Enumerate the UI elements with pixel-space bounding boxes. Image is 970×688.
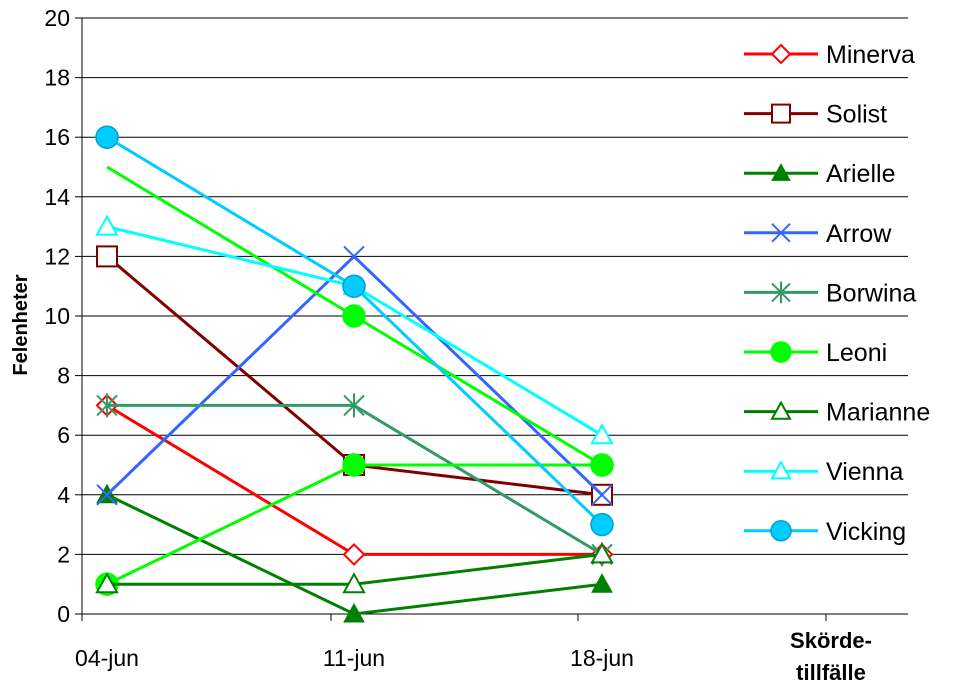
gridlines [82, 17, 908, 615]
legend-marker [770, 43, 792, 65]
x-tick-label: 04-jun [75, 645, 139, 671]
legend-label: Minerva [826, 41, 915, 69]
legend-item-arielle: Arielle [744, 160, 895, 188]
x-tick-label: 11-jun [323, 645, 385, 671]
x-axis-extra-label-line-1: Skörde- [790, 628, 872, 653]
y-tick-label: 20 [44, 5, 70, 31]
y-tick-label: 10 [44, 303, 70, 329]
axes [75, 17, 908, 621]
data-point [95, 125, 119, 149]
y-tick-label: 8 [57, 363, 70, 389]
legend-marker [770, 400, 792, 420]
x-tick-labels: 04-jun 11-jun 18-jun [75, 645, 634, 671]
data-point [95, 572, 119, 594]
data-point [95, 214, 119, 236]
data-point [590, 453, 614, 477]
data-point [590, 423, 614, 445]
legend-label: Arrow [826, 220, 892, 248]
legend-item-minerva: Minerva [744, 41, 915, 69]
x-axis-extra-label-line-2: tillfälle [796, 660, 866, 685]
data-point [342, 453, 366, 477]
legend-item-borwina: Borwina [744, 279, 916, 307]
legend-marker [771, 281, 791, 304]
data-point [96, 393, 118, 418]
data-point [96, 245, 118, 268]
series-borwina [96, 393, 613, 567]
legend-item-vienna: Vienna [744, 458, 903, 486]
series-minerva [95, 393, 614, 566]
legend-item-solist: Solist [744, 101, 887, 129]
legend-marker [771, 163, 791, 181]
legend-marker [770, 460, 792, 480]
data-point [342, 304, 366, 328]
y-tick-label: 2 [57, 541, 70, 567]
legend-label: Vienna [826, 458, 903, 486]
data-point [343, 245, 365, 268]
data-point [342, 572, 366, 594]
data-point [96, 484, 118, 506]
series-marianne [95, 542, 614, 594]
legend-label: Arielle [826, 160, 895, 188]
y-tick-label: 6 [57, 422, 70, 448]
data-point [590, 542, 614, 564]
legend-marker [770, 520, 792, 542]
y-tick-labels: 0 2 4 6 8 10 12 14 16 18 20 [44, 5, 70, 627]
series-line [106, 463, 602, 586]
legend-item-vicking: Vicking [744, 518, 906, 546]
y-tick-label: 4 [57, 482, 70, 508]
legend-label: Leoni [826, 339, 887, 367]
series-vicking [95, 125, 614, 537]
legend: Minerva Solist Arielle Arrow Borwina Leoni Mar… [744, 41, 930, 546]
legend-marker [770, 341, 792, 363]
data-point [343, 602, 365, 623]
y-tick-label: 14 [44, 184, 70, 210]
legend-label: Vicking [826, 518, 906, 546]
y-axis-label: Felenheter [10, 274, 32, 375]
data-point [590, 512, 614, 537]
data-point [591, 573, 613, 593]
legend-label: Borwina [826, 279, 916, 307]
data-point [343, 393, 365, 418]
legend-marker [771, 103, 791, 124]
series-group [95, 125, 614, 623]
y-tick-label: 0 [57, 601, 70, 627]
data-point [591, 484, 613, 506]
legend-label: Solist [826, 101, 887, 129]
x-tick-label: 18-jun [570, 645, 634, 671]
y-tick-label: 12 [44, 243, 70, 269]
legend-item-arrow: Arrow [744, 220, 892, 248]
y-tick-label: 16 [44, 124, 70, 150]
legend-item-leoni: Leoni [744, 339, 887, 367]
data-point [342, 542, 366, 566]
legend-label: Marianne [826, 399, 930, 427]
series-arielle [96, 483, 613, 623]
y-tick-label: 18 [44, 65, 70, 91]
data-point [342, 274, 366, 298]
legend-marker [771, 223, 791, 243]
legend-item-marianne: Marianne [744, 399, 930, 427]
